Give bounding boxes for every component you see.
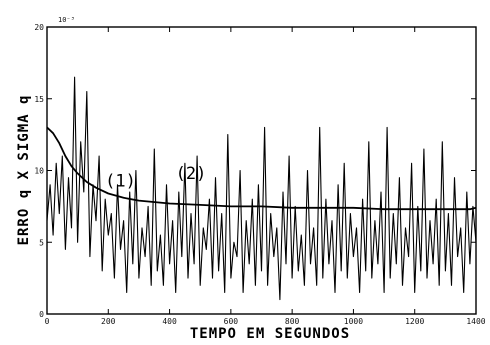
annotation-label: (2)	[176, 164, 207, 184]
y-tick-label: 20	[34, 23, 44, 32]
y-multiplier-label: 10⁻³	[58, 16, 75, 24]
series-layer	[46, 76, 477, 301]
x-tick-label: 400	[162, 317, 177, 326]
x-axis-ticks: 0 200 400 600 800 1000 1200 1400	[45, 27, 486, 326]
y-tick-label: 15	[34, 95, 44, 104]
series-line-sigma	[46, 126, 477, 211]
x-tick-label: 1400	[466, 317, 485, 326]
y-axis-label: ERRO q X SIGMA q	[16, 95, 32, 246]
x-tick-label: 0	[45, 317, 50, 326]
y-tick-label: 0	[39, 310, 44, 319]
y-tick-label: 10	[34, 167, 44, 176]
x-tick-label: 1000	[344, 317, 363, 326]
y-tick-label: 5	[39, 238, 44, 247]
x-tick-label: 600	[224, 317, 239, 326]
annotations: (1) (2)	[105, 164, 206, 191]
annotation-label: (1)	[105, 171, 136, 191]
y-axis-ticks: 0 5 10 15 20	[34, 23, 476, 319]
series-line-erro	[46, 76, 477, 301]
x-tick-label: 200	[101, 317, 116, 326]
x-tick-label: 1200	[405, 317, 424, 326]
x-tick-label: 800	[285, 317, 300, 326]
x-axis-label: TEMPO EM SEGUNDOS	[190, 326, 350, 342]
